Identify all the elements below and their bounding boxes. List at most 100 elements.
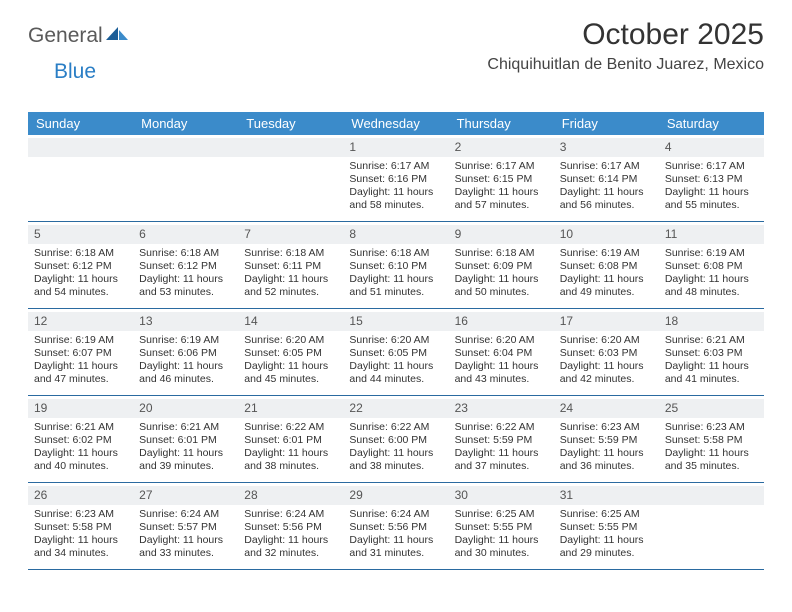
calendar-day: 19Sunrise: 6:21 AMSunset: 6:02 PMDayligh… [28, 396, 133, 482]
sunset-text: Sunset: 6:10 PM [349, 260, 442, 273]
weekday-header: Sunday [28, 112, 133, 135]
calendar-day-empty [238, 135, 343, 221]
sunrise-text: Sunrise: 6:21 AM [34, 421, 127, 434]
sunset-text: Sunset: 6:08 PM [665, 260, 758, 273]
day-number: 28 [238, 486, 343, 505]
calendar-day: 23Sunrise: 6:22 AMSunset: 5:59 PMDayligh… [449, 396, 554, 482]
sunset-text: Sunset: 6:04 PM [455, 347, 548, 360]
daylight-text: Daylight: 11 hours and 48 minutes. [665, 273, 758, 299]
day-number: 13 [133, 312, 238, 331]
daylight-text: Daylight: 11 hours and 52 minutes. [244, 273, 337, 299]
sunset-text: Sunset: 6:06 PM [139, 347, 232, 360]
day-number: 16 [449, 312, 554, 331]
day-number: 26 [28, 486, 133, 505]
calendar-day: 8Sunrise: 6:18 AMSunset: 6:10 PMDaylight… [343, 222, 448, 308]
sunrise-text: Sunrise: 6:17 AM [665, 160, 758, 173]
sunset-text: Sunset: 6:14 PM [560, 173, 653, 186]
sunset-text: Sunset: 6:05 PM [349, 347, 442, 360]
daylight-text: Daylight: 11 hours and 41 minutes. [665, 360, 758, 386]
daylight-text: Daylight: 11 hours and 56 minutes. [560, 186, 653, 212]
calendar-day: 28Sunrise: 6:24 AMSunset: 5:56 PMDayligh… [238, 483, 343, 569]
sunset-text: Sunset: 6:01 PM [244, 434, 337, 447]
daylight-text: Daylight: 11 hours and 50 minutes. [455, 273, 548, 299]
day-number: 4 [659, 138, 764, 157]
sunset-text: Sunset: 5:55 PM [560, 521, 653, 534]
weekday-header: Monday [133, 112, 238, 135]
daylight-text: Daylight: 11 hours and 47 minutes. [34, 360, 127, 386]
calendar-day: 13Sunrise: 6:19 AMSunset: 6:06 PMDayligh… [133, 309, 238, 395]
calendar-day: 18Sunrise: 6:21 AMSunset: 6:03 PMDayligh… [659, 309, 764, 395]
sunrise-text: Sunrise: 6:23 AM [560, 421, 653, 434]
calendar-day: 11 Sunrise: 6:19 AMSunset: 6:08 PMDayligh… [659, 222, 764, 308]
calendar-day: 24Sunrise: 6:23 AMSunset: 5:59 PMDayligh… [554, 396, 659, 482]
sunrise-text: Sunrise: 6:24 AM [139, 508, 232, 521]
sunset-text: Sunset: 6:12 PM [139, 260, 232, 273]
sunrise-text: Sunrise: 6:19 AM [665, 247, 758, 260]
sunset-text: Sunset: 6:08 PM [560, 260, 653, 273]
day-number: 3 [554, 138, 659, 157]
sunset-text: Sunset: 6:11 PM [244, 260, 337, 273]
sunrise-text: Sunrise: 6:24 AM [349, 508, 442, 521]
calendar-week: 26Sunrise: 6:23 AMSunset: 5:58 PMDayligh… [28, 483, 764, 570]
daylight-text: Daylight: 11 hours and 31 minutes. [349, 534, 442, 560]
daylight-text: Daylight: 11 hours and 29 minutes. [560, 534, 653, 560]
daylight-text: Daylight: 11 hours and 57 minutes. [455, 186, 548, 212]
sunset-text: Sunset: 6:05 PM [244, 347, 337, 360]
calendar-day: 21Sunrise: 6:22 AMSunset: 6:01 PMDayligh… [238, 396, 343, 482]
day-number: 22 [343, 399, 448, 418]
sunrise-text: Sunrise: 6:19 AM [139, 334, 232, 347]
logo: General [28, 18, 131, 48]
day-number: 27 [133, 486, 238, 505]
calendar-grid: SundayMondayTuesdayWednesdayThursdayFrid… [28, 112, 764, 570]
sunrise-text: Sunrise: 6:17 AM [349, 160, 442, 173]
calendar-page: General October 2025 Chiquihuitlan de Be… [0, 0, 792, 570]
calendar-day: 26Sunrise: 6:23 AMSunset: 5:58 PMDayligh… [28, 483, 133, 569]
day-number-empty [238, 138, 343, 157]
sunset-text: Sunset: 5:58 PM [34, 521, 127, 534]
sunrise-text: Sunrise: 6:17 AM [560, 160, 653, 173]
day-number: 1 [343, 138, 448, 157]
weekday-header: Thursday [449, 112, 554, 135]
sunset-text: Sunset: 5:58 PM [665, 434, 758, 447]
sunset-text: Sunset: 6:03 PM [560, 347, 653, 360]
calendar-day: 16Sunrise: 6:20 AMSunset: 6:04 PMDayligh… [449, 309, 554, 395]
sunset-text: Sunset: 6:07 PM [34, 347, 127, 360]
month-title: October 2025 [487, 18, 764, 52]
calendar-week: 1Sunrise: 6:17 AMSunset: 6:16 PMDaylight… [28, 135, 764, 222]
weekday-header: Tuesday [238, 112, 343, 135]
day-number: 6 [133, 225, 238, 244]
sunrise-text: Sunrise: 6:25 AM [455, 508, 548, 521]
sunrise-text: Sunrise: 6:20 AM [455, 334, 548, 347]
calendar-week: 5Sunrise: 6:18 AMSunset: 6:12 PMDaylight… [28, 222, 764, 309]
daylight-text: Daylight: 11 hours and 37 minutes. [455, 447, 548, 473]
daylight-text: Daylight: 11 hours and 34 minutes. [34, 534, 127, 560]
calendar-day: 27Sunrise: 6:24 AMSunset: 5:57 PMDayligh… [133, 483, 238, 569]
day-number: 21 [238, 399, 343, 418]
sunrise-text: Sunrise: 6:25 AM [560, 508, 653, 521]
logo-text-general: General [28, 24, 103, 48]
sunset-text: Sunset: 5:57 PM [139, 521, 232, 534]
calendar-day-empty [659, 483, 764, 569]
day-number: 11 [659, 225, 764, 244]
daylight-text: Daylight: 11 hours and 42 minutes. [560, 360, 653, 386]
daylight-text: Daylight: 11 hours and 44 minutes. [349, 360, 442, 386]
calendar-day: 14Sunrise: 6:20 AMSunset: 6:05 PMDayligh… [238, 309, 343, 395]
daylight-text: Daylight: 11 hours and 45 minutes. [244, 360, 337, 386]
calendar-day: 30Sunrise: 6:25 AMSunset: 5:55 PMDayligh… [449, 483, 554, 569]
day-number: 5 [28, 225, 133, 244]
daylight-text: Daylight: 11 hours and 54 minutes. [34, 273, 127, 299]
day-number: 20 [133, 399, 238, 418]
day-number: 8 [343, 225, 448, 244]
day-number: 18 [659, 312, 764, 331]
day-number: 12 [28, 312, 133, 331]
calendar-day: 12Sunrise: 6:19 AMSunset: 6:07 PMDayligh… [28, 309, 133, 395]
day-number: 17 [554, 312, 659, 331]
day-number: 15 [343, 312, 448, 331]
day-number: 24 [554, 399, 659, 418]
day-number-empty [659, 486, 764, 505]
sunset-text: Sunset: 6:12 PM [34, 260, 127, 273]
day-number: 14 [238, 312, 343, 331]
day-number: 7 [238, 225, 343, 244]
sunrise-text: Sunrise: 6:18 AM [455, 247, 548, 260]
daylight-text: Daylight: 11 hours and 39 minutes. [139, 447, 232, 473]
